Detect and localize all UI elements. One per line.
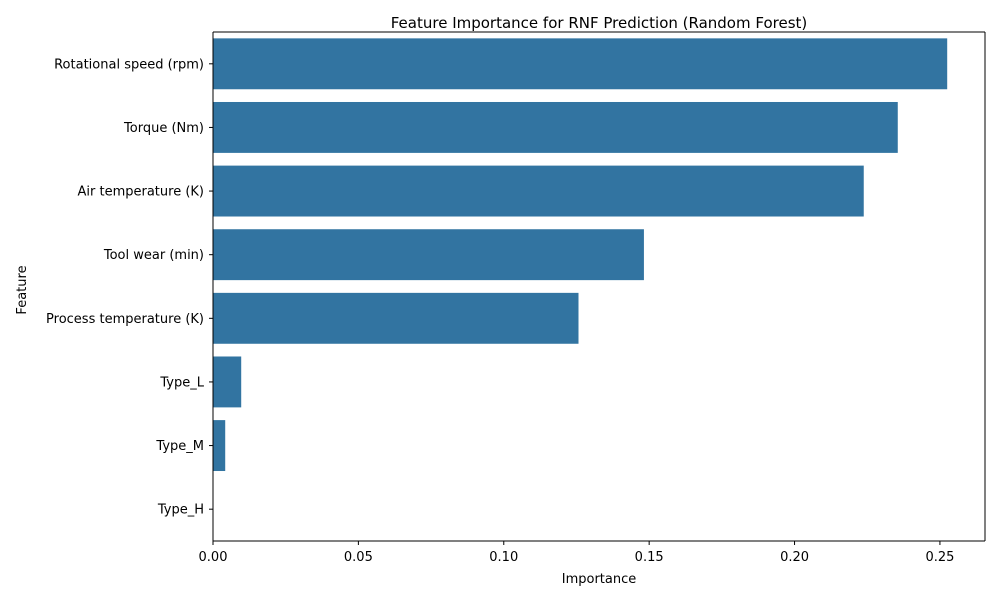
chart-title: Feature Importance for RNF Prediction (R… bbox=[391, 14, 808, 32]
x-tick-label: 0.00 bbox=[199, 550, 228, 565]
y-tick-label: Type_H bbox=[157, 503, 204, 518]
y-ticks-layer: Rotational speed (rpm) Torque (Nm) Air tem… bbox=[46, 57, 213, 518]
bar-3 bbox=[213, 229, 644, 281]
bar-5 bbox=[213, 356, 242, 408]
y-tick-label: Type_M bbox=[155, 439, 204, 454]
bar-6 bbox=[213, 420, 226, 472]
y-axis-label: Feature bbox=[15, 265, 30, 314]
y-tick-label: Torque (Nm) bbox=[123, 121, 204, 136]
axes-layer bbox=[212, 31, 986, 542]
bar-1 bbox=[213, 101, 898, 153]
y-tick-label: Type_L bbox=[159, 375, 204, 390]
x-axis-label: Importance bbox=[562, 572, 637, 587]
y-tick-label: Air temperature (K) bbox=[78, 185, 205, 200]
x-tick-label: 0.05 bbox=[344, 550, 373, 565]
x-tick-label: 0.10 bbox=[489, 550, 518, 565]
bars-layer bbox=[213, 38, 948, 472]
x-tick-label: 0.20 bbox=[780, 550, 809, 565]
y-tick-label: Process temperature (K) bbox=[46, 312, 204, 327]
x-tick-label: 0.15 bbox=[635, 550, 664, 565]
x-ticks-layer: 0.00 0.05 0.10 0.15 0.20 0.25 bbox=[199, 541, 954, 565]
bar-2 bbox=[213, 165, 864, 217]
bar-4 bbox=[213, 292, 579, 344]
y-tick-label: Tool wear (min) bbox=[103, 248, 204, 263]
y-tick-label: Rotational speed (rpm) bbox=[54, 57, 204, 72]
x-tick-label: 0.25 bbox=[925, 550, 954, 565]
bar-0 bbox=[213, 38, 948, 90]
